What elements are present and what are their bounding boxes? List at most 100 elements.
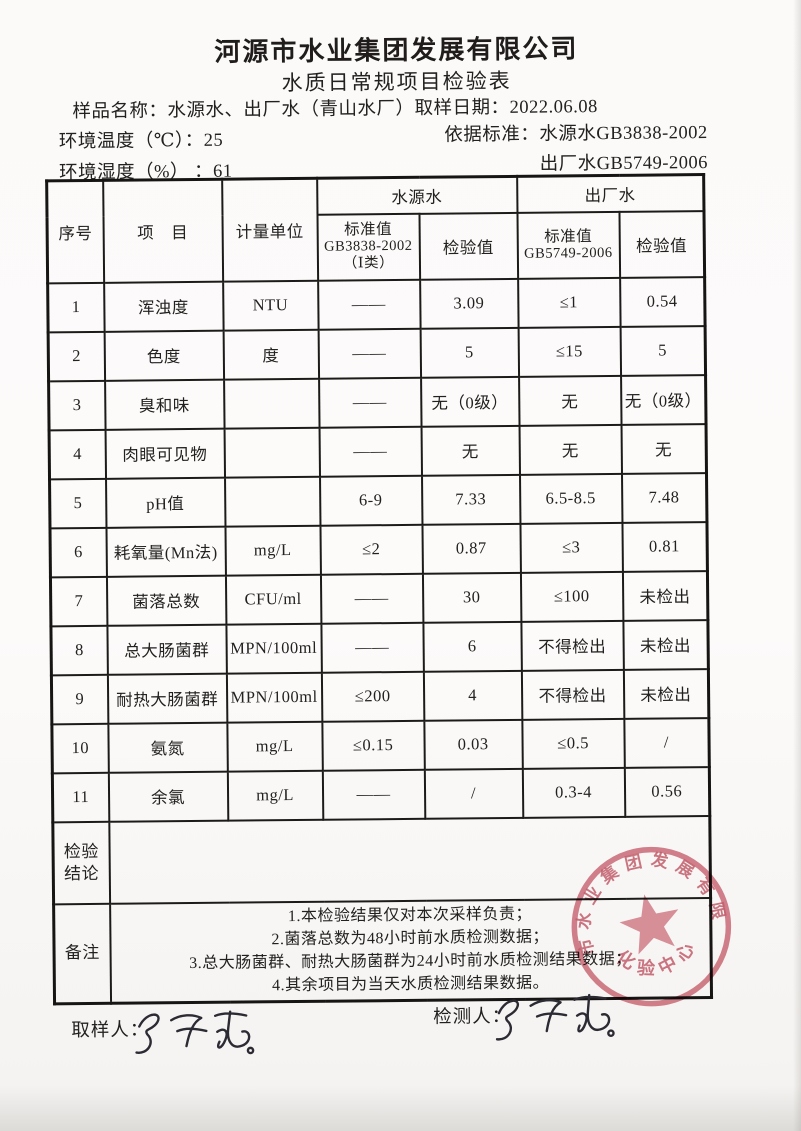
std-source-title: 标准值 — [344, 221, 393, 239]
row-std-source: —— — [319, 426, 422, 477]
table-row: 2 色度 度 —— 5 ≤15 5 — [48, 325, 706, 381]
row-item: 浑浊度 — [103, 281, 224, 332]
row-val-source: 5 — [420, 327, 519, 378]
row-val-source: 无 — [421, 425, 520, 476]
row-val-factory: 0.81 — [621, 521, 708, 572]
row-std-factory: ≤3 — [519, 522, 623, 573]
row-unit: mg/L — [227, 770, 323, 821]
row-val-factory: 未检出 — [622, 570, 708, 621]
sample-name-label: 样品名称： — [72, 101, 168, 123]
group-header-source-water: 水源水 — [316, 176, 517, 215]
row-item: 肉眼可见物 — [105, 428, 225, 479]
row-val-source: 0.87 — [421, 523, 521, 574]
row-val-factory: 未检出 — [622, 619, 709, 670]
row-val-source: 4 — [423, 670, 522, 721]
row-item: 臭和味 — [104, 379, 225, 430]
row-val-source: 0.03 — [423, 719, 523, 770]
row-val-factory: 未检出 — [623, 668, 709, 719]
row-no: 6 — [49, 527, 107, 577]
sampler-signature — [135, 1010, 255, 1055]
col-header-std-source: 标准值 GB3838-2002 （Ⅰ类） — [316, 213, 420, 281]
table-row: 5 pH值 6-9 7.33 6.5-8.5 7.48 — [49, 472, 707, 528]
table-row: 3 臭和味 —— 无（0级） 无 无（0级） — [48, 374, 707, 430]
row-val-factory: 无 — [621, 423, 707, 474]
group-header-factory-water: 出厂水 — [516, 174, 704, 213]
row-val-source: 3.09 — [419, 278, 519, 329]
table-row: 6 耗氧量(Mn法) mg/L ≤2 0.87 ≤3 0.81 — [49, 521, 708, 577]
row-val-factory: 无（0级） — [620, 374, 707, 425]
tester-signature — [495, 993, 615, 1041]
std-source-class: （Ⅰ类） — [342, 255, 395, 272]
row-std-source: —— — [318, 328, 421, 379]
row-std-source: —— — [318, 377, 422, 428]
row-std-factory: ≤15 — [518, 326, 621, 377]
row-no: 8 — [50, 625, 108, 675]
row-unit — [224, 476, 320, 527]
row-std-factory: ≤1 — [517, 277, 621, 328]
row-val-source: 无（0级） — [420, 376, 520, 427]
std-source-code: GB3838-2002 — [323, 237, 413, 255]
row-unit: MPN/100ml — [226, 672, 322, 723]
table-row: 4 肉眼可见物 —— 无 无 无 — [49, 423, 707, 479]
row-std-factory: ≤0.5 — [521, 718, 625, 769]
col-header-std-factory: 标准值 GB5749-2006 — [516, 211, 620, 279]
env-temp-value: 25 — [203, 130, 224, 151]
row-std-source: ≤200 — [321, 671, 424, 722]
sample-name-value: 水源水、出厂水（青山水厂） — [167, 98, 415, 122]
row-val-factory: 0.54 — [619, 276, 706, 327]
row-val-factory: 7.48 — [621, 472, 707, 523]
row-val-factory: / — [623, 717, 710, 768]
row-no: 4 — [49, 429, 106, 479]
row-val-source: 6 — [422, 621, 522, 672]
row-unit: mg/L — [226, 721, 323, 772]
col-header-item: 项 目 — [102, 179, 223, 283]
table-row: 10 氨氮 mg/L ≤0.15 0.03 ≤0.5 / — [51, 717, 710, 773]
row-item: 总大肠菌群 — [106, 624, 227, 675]
row-val-factory: 5 — [620, 325, 706, 376]
row-no: 5 — [49, 478, 106, 528]
row-unit: MPN/100ml — [225, 623, 322, 674]
row-no: 2 — [48, 331, 105, 381]
col-header-check-source: 检验值 — [418, 212, 518, 280]
row-item: 耗氧量(Mn法) — [105, 526, 226, 577]
row-std-factory: 无 — [519, 424, 622, 475]
notes-label: 备注 — [53, 903, 111, 1004]
row-val-source: 30 — [422, 572, 521, 623]
company-seal: 河源市水业集团发展有限公司 化验中心 — [543, 818, 732, 1007]
row-item: 菌落总数 — [106, 575, 226, 626]
row-std-factory: ≤100 — [520, 571, 623, 622]
row-std-source: —— — [322, 769, 425, 820]
row-no: 1 — [47, 282, 105, 332]
conclusion-label: 检验结论 — [52, 821, 110, 904]
standard-line-1: 依据标准：水源水GB3838-2002 — [444, 118, 708, 147]
row-std-factory: 无 — [518, 375, 622, 426]
env-temp-line: 环境温度（℃）：25 — [59, 126, 224, 154]
seal-star — [619, 894, 679, 955]
std-factory-title: 标准值 — [544, 227, 593, 246]
row-std-source: ≤2 — [319, 524, 423, 575]
row-std-factory: 不得检出 — [521, 669, 624, 720]
row-unit: mg/L — [224, 525, 321, 576]
seal-ring — [571, 846, 732, 1007]
row-unit: 度 — [223, 329, 319, 380]
row-val-factory: 0.56 — [624, 766, 710, 817]
row-std-factory: 6.5-8.5 — [519, 473, 622, 524]
row-val-source: / — [424, 768, 523, 819]
row-unit — [224, 427, 320, 478]
row-val-source: 7.33 — [421, 474, 520, 525]
row-item: pH值 — [105, 477, 225, 528]
row-unit: NTU — [222, 280, 319, 331]
row-no: 7 — [50, 576, 107, 626]
env-temp-label: 环境温度（℃）： — [58, 130, 204, 153]
row-unit — [223, 378, 320, 429]
row-item: 色度 — [104, 330, 224, 381]
row-std-source: 6-9 — [319, 475, 422, 526]
sample-date-value: 2022.06.08 — [509, 97, 598, 118]
row-std-factory: 0.3-4 — [522, 767, 625, 818]
row-item: 耐热大肠菌群 — [107, 673, 227, 724]
row-no: 9 — [51, 674, 108, 724]
sample-info-line: 样品名称：水源水、出厂水（青山水厂）取样日期：2022.06.08 — [72, 92, 598, 123]
table-row: 11 余氯 mg/L —— / 0.3-4 0.56 — [52, 766, 710, 822]
